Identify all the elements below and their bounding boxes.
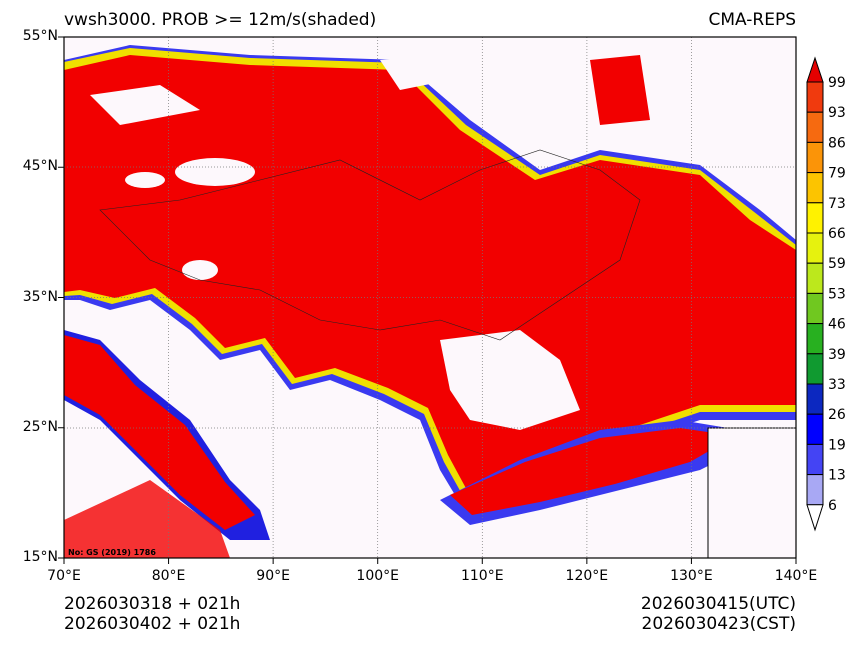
init-time-utc: 2026030318 + 021h: [64, 594, 241, 614]
lat-tick-label: 35°N: [22, 288, 58, 305]
lat-tick-label: 15°N: [22, 549, 58, 565]
colorbar-segment: [806, 413, 824, 445]
valid-time-utc: 2026030415(UTC): [640, 594, 796, 614]
colorbar-segment: [806, 141, 824, 174]
colorbar-over-triangle: [806, 56, 824, 83]
colorbar-label: 86: [828, 135, 846, 151]
colorbar-segment: [806, 292, 824, 325]
init-time-cst: 2026030402 + 021h: [64, 614, 241, 634]
colorbar-segment: [806, 262, 824, 294]
colorbar-segment: [806, 323, 824, 355]
colorbar-segment: [806, 232, 824, 264]
colorbar-segment: [806, 81, 824, 113]
colorbar-label: 39: [828, 347, 846, 363]
lat-tick-label: 55°N: [22, 28, 58, 44]
map-approval-note: No: GS (2019) 1786: [68, 548, 156, 557]
colorbar-label: 19: [828, 437, 846, 453]
colorbar-label: 46: [828, 317, 846, 333]
colorbar-label: 6: [828, 498, 837, 514]
lon-tick-label: 90°E: [256, 568, 290, 584]
colorbar-label: 66: [828, 226, 846, 242]
lon-tick-label: 130°E: [670, 568, 713, 584]
country-border: [99, 149, 641, 341]
lat-tick-label: 45°N: [22, 158, 58, 175]
colorbar-label: 93: [828, 105, 846, 121]
colorbar-label: 26: [828, 407, 846, 423]
lon-tick-label: 110°E: [460, 568, 504, 584]
colorbar-label: 79: [828, 166, 846, 182]
colorbar-segment: [806, 202, 824, 234]
probability-field: No: GS (2019) 1786: [64, 37, 796, 558]
colorbar-segment: [806, 474, 824, 506]
colorbar-segment: [806, 383, 824, 415]
lon-tick-label: 140°E: [774, 568, 818, 584]
colorbar: 99 93 86 79 73 66 59 53 46 39 33 26 19 13 6: [806, 56, 846, 532]
colorbar-under-triangle: [806, 504, 824, 532]
colorbar-label: 99: [828, 75, 846, 91]
lon-tick-label: 120°E: [565, 568, 609, 584]
lon-tick-label: 70°E: [47, 568, 81, 584]
colorbar-label: 53: [828, 286, 846, 302]
colorbar-label: 13: [828, 468, 846, 484]
graticule: [64, 37, 796, 558]
lon-tick-label: 80°E: [151, 568, 186, 584]
colorbar-segment: [806, 172, 824, 204]
chart-title: vwsh3000. PROB >= 12m/s(shaded): [64, 10, 377, 30]
valid-time-cst: 2026030423(CST): [641, 614, 796, 634]
lon-tick-label: 100°E: [356, 568, 399, 584]
model-label: CMA-REPS: [708, 10, 796, 30]
lat-tick-label: 25°N: [22, 418, 58, 435]
colorbar-segment: [806, 353, 824, 385]
colorbar-label: 73: [828, 196, 846, 212]
colorbar-segment: [806, 111, 824, 143]
colorbar-segment: [806, 443, 824, 476]
colorbar-label: 59: [828, 256, 846, 272]
colorbar-label: 33: [828, 377, 846, 393]
